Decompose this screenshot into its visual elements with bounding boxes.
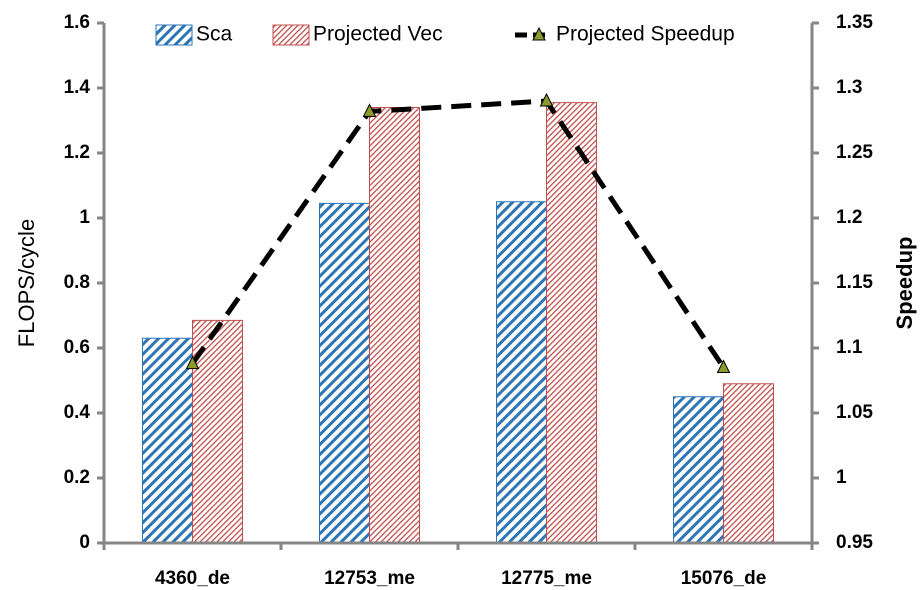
bar — [546, 102, 597, 544]
y-tick-label: 1.6 — [64, 12, 90, 33]
legend-swatch — [272, 24, 310, 46]
y2-tick-label: 1.35 — [836, 12, 873, 33]
legend-label: Projected Vec — [313, 23, 443, 46]
y2-tick-label: 1.15 — [836, 272, 873, 293]
y-axis-title: FLOPS/cycle — [14, 219, 39, 347]
bar — [496, 201, 547, 544]
y2-tick-label: 1.3 — [836, 77, 862, 98]
marker — [539, 92, 554, 107]
legend-label: Sca — [196, 23, 233, 46]
legend-label: Projected Speedup — [556, 23, 735, 46]
bar — [142, 337, 193, 544]
legend-marker — [532, 26, 546, 41]
y2-tick-label: 1.1 — [836, 337, 863, 358]
y-tick-label: 1 — [79, 207, 90, 228]
y-tick-label: 0 — [79, 532, 90, 553]
y-tick-label: 0.6 — [64, 337, 90, 358]
bar — [369, 107, 420, 544]
y2-tick-label: 1.05 — [836, 402, 873, 423]
x-tick-label: 12775_me — [501, 568, 592, 589]
marker — [185, 355, 200, 370]
legend-swatch — [155, 24, 193, 46]
bar — [192, 319, 243, 544]
marker — [362, 103, 377, 117]
bar — [673, 396, 724, 544]
y2-axis-title: Speedup — [892, 237, 917, 330]
y-tick-label: 1.4 — [64, 77, 91, 98]
x-tick-label: 15076_de — [681, 568, 767, 589]
bar — [319, 202, 370, 544]
y-tick-label: 0.4 — [64, 402, 91, 423]
y-tick-label: 0.8 — [64, 272, 90, 293]
bar — [723, 383, 774, 544]
y2-tick-label: 0.95 — [836, 532, 873, 553]
x-tick-label: 4360_de — [155, 568, 230, 589]
y2-tick-label: 1 — [836, 467, 847, 488]
y-tick-label: 1.2 — [64, 142, 90, 163]
y-tick-label: 0.2 — [64, 467, 90, 488]
line — [190, 98, 726, 369]
y2-tick-label: 1.2 — [836, 207, 862, 228]
marker — [716, 359, 731, 373]
y2-tick-label: 1.25 — [836, 142, 873, 163]
x-tick-label: 12753_me — [324, 568, 415, 589]
